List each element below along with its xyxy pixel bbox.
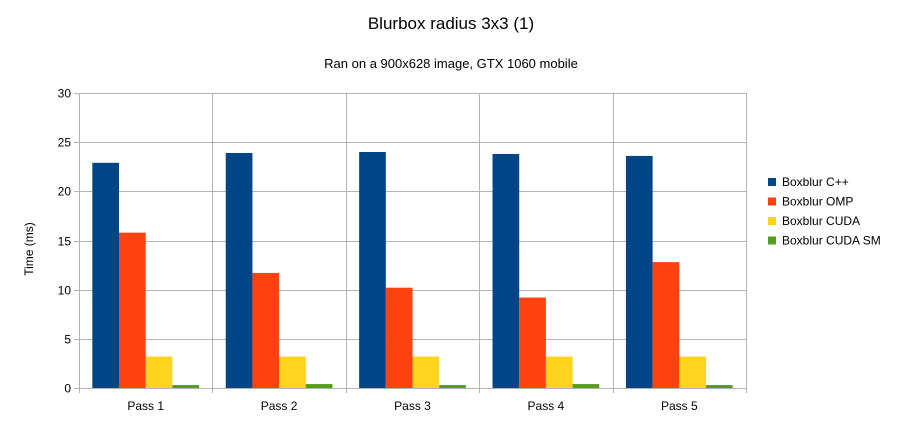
- x-tick-label: Pass 4: [528, 399, 565, 413]
- bar: [572, 384, 600, 388]
- legend-swatch: [768, 217, 776, 225]
- y-tick-label: 5: [64, 333, 71, 347]
- bar: [652, 262, 680, 388]
- bar: [145, 356, 173, 388]
- bar: [92, 162, 120, 388]
- x-tick-label: Pass 5: [661, 399, 698, 413]
- y-axis-title: Time (ms): [22, 222, 36, 276]
- y-tick-label: 30: [58, 87, 72, 101]
- legend-swatch: [768, 236, 776, 245]
- x-tick-label: Pass 3: [394, 399, 431, 413]
- bar: [545, 356, 573, 388]
- bar: [705, 385, 733, 388]
- bar: [172, 385, 200, 388]
- bar: [119, 232, 146, 388]
- legend-label: Boxblur CUDA: [782, 214, 860, 228]
- bar: [625, 155, 653, 388]
- bar: [359, 152, 386, 388]
- legend-label: Boxblur C++: [782, 175, 849, 189]
- chart-subtitle: Ran on a 900x628 image, GTX 1060 mobile: [324, 56, 578, 71]
- bar: [412, 356, 440, 388]
- bar: [439, 385, 466, 388]
- legend: Boxblur C++ Boxblur OMP Boxblur CUDA Boxblu…: [768, 175, 881, 248]
- legend-label: Boxblur CUDA SM: [782, 234, 881, 248]
- bar: [492, 153, 520, 388]
- y-tick-label: 25: [58, 136, 72, 150]
- bar: [252, 272, 280, 388]
- legend-label: Boxblur OMP: [782, 195, 853, 209]
- bar: [519, 297, 546, 388]
- bar: [679, 356, 706, 388]
- axes: 0 5 10 15 20 25 30 Pass 1 Pass 2 Pass 3 Pass 4 Pass…: [58, 87, 746, 413]
- legend-swatch: [768, 197, 776, 206]
- y-tick-label: 10: [58, 284, 72, 298]
- y-tick-label: 15: [58, 235, 72, 249]
- x-tick-label: Pass 2: [261, 399, 298, 413]
- bar: [225, 152, 253, 388]
- bar: [385, 287, 413, 388]
- x-tick-label: Pass 1: [127, 399, 164, 413]
- bar: [305, 384, 333, 388]
- bar: [279, 356, 306, 388]
- legend-swatch: [768, 178, 776, 186]
- bars: [92, 152, 733, 388]
- y-tick-label: 0: [64, 382, 71, 396]
- chart-title: Blurbox radius 3x3 (1): [367, 14, 535, 33]
- y-tick-label: 20: [58, 185, 72, 199]
